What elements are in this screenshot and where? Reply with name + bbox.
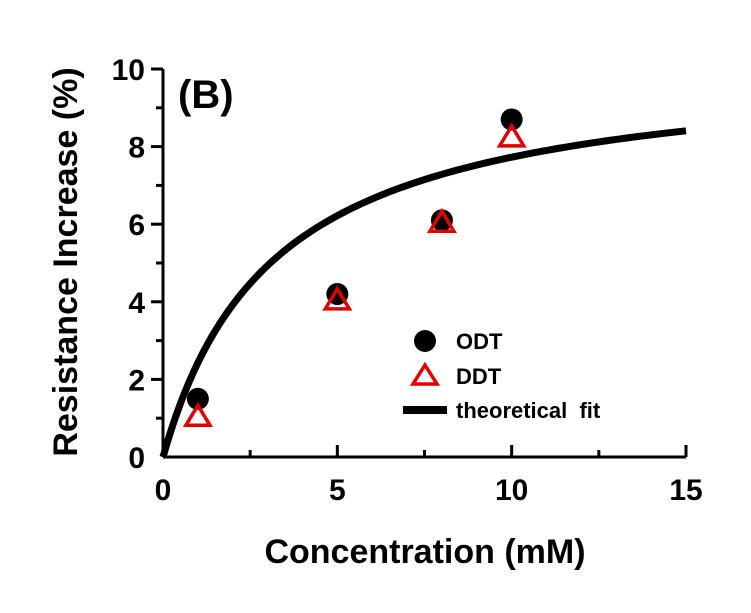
y-tick-label: 2: [128, 364, 145, 397]
ddt-point: [182, 401, 213, 428]
legend-ddt-marker: [409, 361, 441, 386]
x-tick-label: 0: [155, 474, 172, 507]
axes-layer: 0 5 10 15 0 2 4 6 8 10: [112, 54, 703, 507]
panel-label: (B): [178, 73, 234, 117]
x-tick-label: 10: [495, 474, 528, 507]
x-tick-label: 5: [329, 474, 346, 507]
marker-layer: [182, 108, 527, 428]
x-axis-title: Concentration (mM): [264, 533, 585, 571]
ddt-point: [426, 207, 457, 234]
odt-point: [500, 108, 523, 131]
ddt-point: [322, 285, 353, 311]
ddt-point: [496, 122, 527, 148]
odt-point: [186, 387, 209, 410]
y-axis-title: Resistance Increase (%): [47, 67, 85, 456]
fit-layer: [159, 127, 687, 458]
fit-curve: [159, 127, 687, 458]
y-tick-label: 6: [128, 209, 145, 242]
y-tick-label: 0: [128, 442, 145, 475]
legend-odt-marker: [414, 330, 436, 352]
legend-fit-label: theoretical fit: [456, 398, 601, 423]
legend-ddt-label: DDT: [456, 364, 502, 389]
x-tick-label: 15: [669, 474, 702, 507]
legend-odt-label: ODT: [456, 329, 503, 354]
y-tick-label: 8: [128, 132, 145, 165]
odt-point: [430, 209, 453, 232]
legend: ODT DDT theoretical fit: [403, 329, 601, 423]
y-tick-label: 10: [112, 54, 145, 87]
y-tick-label: 4: [128, 287, 145, 320]
